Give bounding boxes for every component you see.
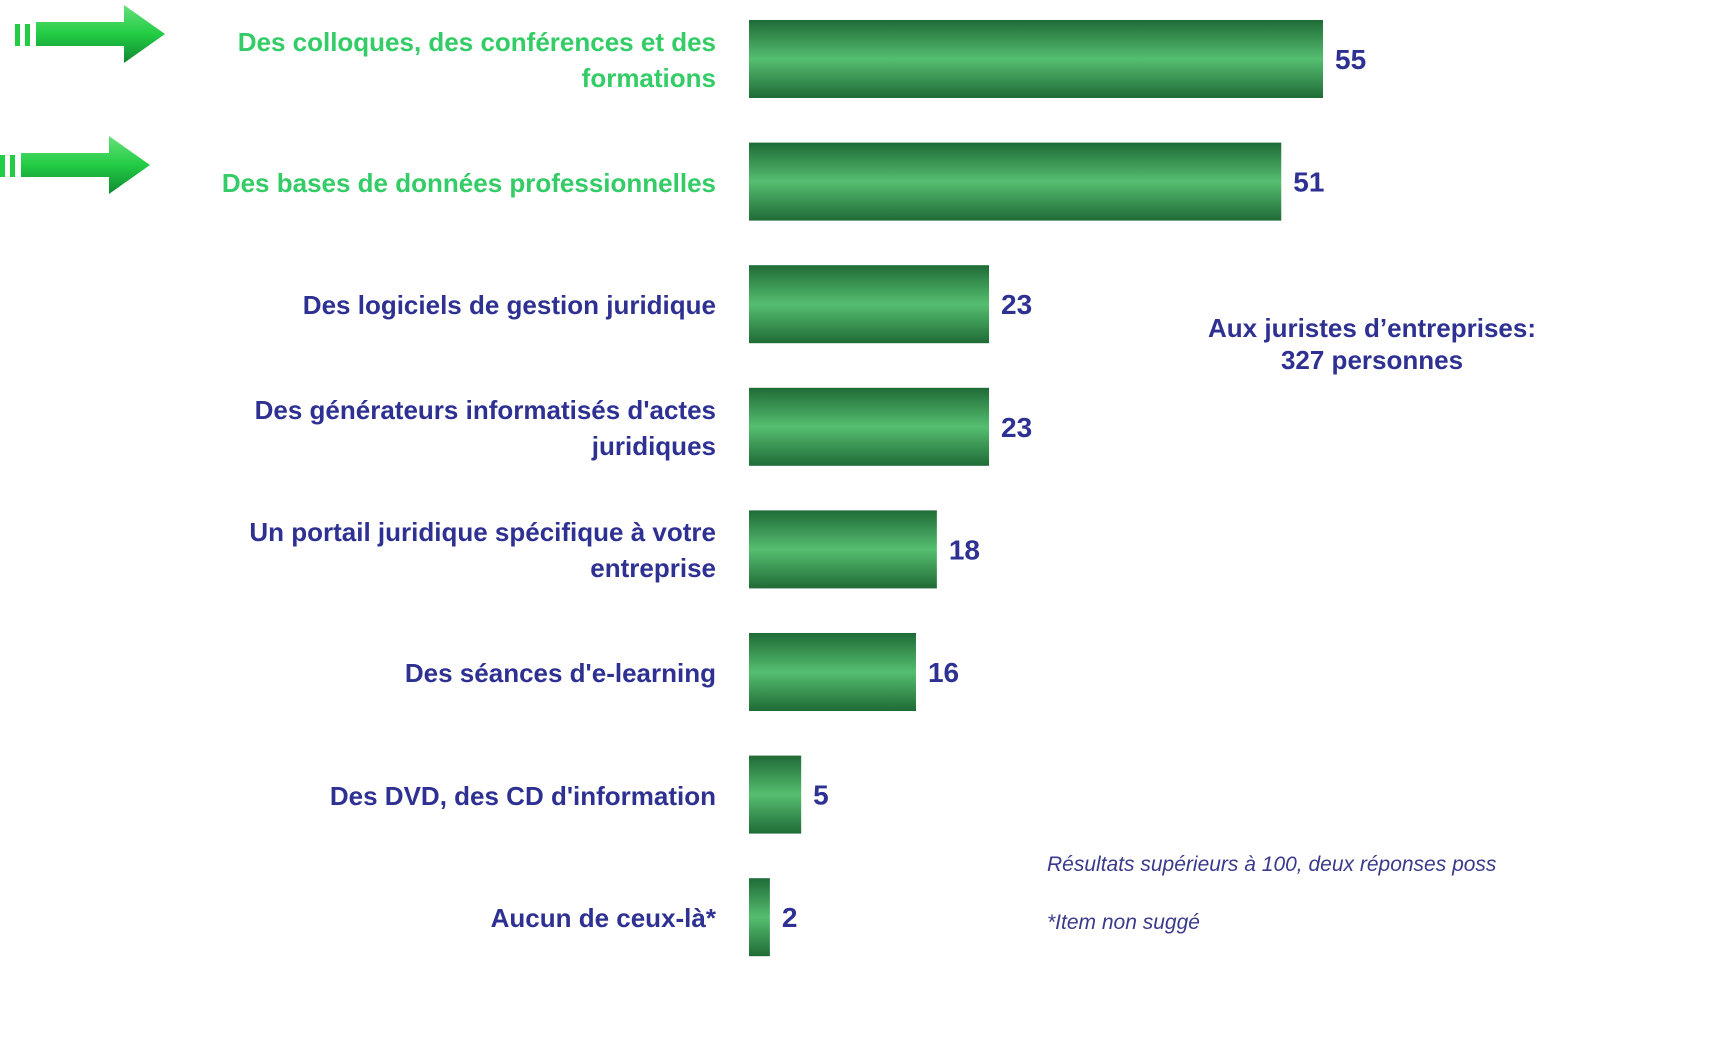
category-label: Des logiciels de gestion juridique — [302, 290, 716, 321]
value-label: 2 — [782, 902, 798, 933]
arrow — [0, 136, 150, 194]
value-label: 18 — [949, 534, 980, 565]
arrow — [15, 5, 165, 63]
category-label: Aucun de ceux-là* — [490, 903, 716, 934]
category-label: Un portail juridique spécifique à votre … — [249, 517, 716, 584]
value-label: 16 — [928, 657, 959, 688]
bar — [749, 265, 990, 344]
bar — [749, 387, 990, 466]
category-label: Des DVD, des CD d'information — [329, 780, 716, 811]
annotation: 327 personnes — [1280, 345, 1464, 375]
value-label: 23 — [1001, 289, 1032, 320]
value-label: 23 — [1001, 412, 1032, 443]
annotation: Aux juristes d’entreprises: — [1208, 313, 1536, 343]
note: *Item non suggé — [1047, 911, 1200, 934]
note: Résultats supérieurs à 100, deux réponse… — [1047, 853, 1497, 876]
category-label: Des bases de données professionnelles — [221, 167, 716, 198]
category-label: Des séances d'e-learning — [404, 658, 716, 688]
bar — [749, 878, 770, 957]
bar — [749, 510, 937, 589]
value-label: 55 — [1335, 44, 1366, 75]
category-label: Des générateurs informatisés d'actes jur… — [254, 394, 716, 461]
bar — [749, 633, 916, 711]
bar — [749, 20, 1323, 98]
value-label: 5 — [813, 780, 829, 811]
bar — [749, 142, 1282, 221]
bar — [749, 755, 802, 834]
value-label: 51 — [1293, 167, 1324, 198]
category-label: Des colloques, des conférences et des fo… — [237, 27, 716, 93]
